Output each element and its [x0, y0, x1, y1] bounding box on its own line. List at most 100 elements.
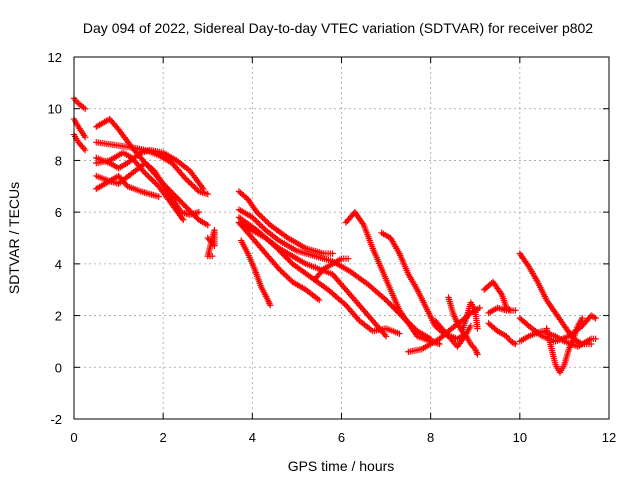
data-point [341, 300, 348, 308]
data-point [194, 186, 201, 194]
data-point [277, 267, 284, 274]
data-point [344, 255, 352, 262]
y-tick-label: 6 [55, 205, 62, 220]
data-point [176, 197, 183, 204]
data-point [259, 224, 266, 231]
data-point [249, 214, 256, 221]
axis-ticks: 0 2 4 6 8 10 12 -2 0 2 4 6 8 10 12 [48, 50, 617, 445]
data-point [152, 180, 159, 187]
data-point [173, 194, 181, 201]
data-point [396, 330, 403, 337]
data-point [382, 333, 390, 340]
data-point [81, 133, 89, 141]
data-point [283, 273, 290, 280]
series-arc-p [237, 237, 274, 309]
data-point [185, 178, 192, 185]
x-tick-label: 0 [70, 430, 77, 445]
data-point [258, 213, 265, 220]
data-point [476, 304, 483, 312]
series-arc-v [445, 294, 481, 335]
x-tick-label: 6 [338, 430, 345, 445]
series-arc-j [204, 227, 218, 260]
series-arc-ad [543, 314, 586, 376]
data-point [182, 175, 189, 182]
data-point [256, 211, 263, 219]
series-arc-k [235, 188, 336, 257]
data-point [258, 222, 265, 230]
data-point [579, 314, 586, 322]
data-point [590, 314, 598, 321]
data-point [146, 174, 153, 181]
data-point [278, 268, 286, 276]
y-tick-label: -2 [50, 412, 62, 427]
data-point [284, 274, 292, 281]
series-arc-u [431, 317, 474, 350]
data-point [81, 105, 89, 112]
data-point [189, 182, 197, 189]
data-point [259, 214, 266, 222]
data-point [384, 298, 391, 305]
y-tick-label: 2 [55, 309, 62, 324]
series-arc-w [458, 327, 481, 358]
data-point [592, 314, 599, 322]
data-point [263, 218, 271, 226]
data-point [143, 171, 151, 178]
y-tick-label: 4 [55, 257, 62, 272]
series-arc-g [93, 149, 187, 224]
data-point [188, 181, 195, 188]
series-arc-y [485, 320, 519, 348]
x-axis-label: GPS time / hours [288, 458, 395, 474]
data-point [183, 204, 190, 211]
data-point [467, 322, 474, 330]
data-point [474, 325, 481, 332]
grid [74, 57, 609, 419]
data-point [512, 307, 519, 314]
data-point [186, 206, 193, 214]
x-tick-label: 12 [602, 430, 616, 445]
data-point [255, 219, 262, 227]
y-tick-label: 8 [55, 153, 62, 168]
data-point [204, 221, 211, 229]
data-point [275, 265, 283, 273]
data-point [285, 256, 292, 263]
data-point [280, 270, 287, 277]
series-arc-n [235, 219, 323, 304]
data-point [180, 216, 187, 224]
data-marks [70, 95, 599, 376]
data-point [253, 208, 260, 216]
data-point [492, 326, 500, 333]
series-arc-aa [516, 250, 595, 348]
data-point [448, 336, 455, 344]
chart-title: Day 094 of 2022, Sidereal Day-to-day VTE… [83, 20, 593, 36]
data-point [204, 190, 211, 198]
data-point [142, 170, 149, 177]
series-arc-z [485, 304, 519, 317]
data-point [183, 176, 191, 184]
data-point [316, 296, 323, 304]
data-point [266, 302, 274, 309]
data-point [209, 252, 216, 260]
data-point [474, 351, 481, 358]
data-point [261, 216, 268, 223]
y-tick-label: 0 [55, 360, 62, 375]
series-arc-b [70, 115, 89, 141]
y-tick-label: 10 [48, 102, 62, 117]
data-point [386, 301, 394, 308]
data-point [388, 302, 395, 309]
data-point [179, 199, 186, 207]
data-point [253, 218, 260, 225]
plot-frame [73, 56, 610, 420]
y-tick-label: 12 [48, 50, 62, 65]
data-point [155, 193, 162, 200]
x-tick-label: 8 [427, 430, 434, 445]
data-point [175, 195, 182, 203]
data-point [385, 299, 393, 307]
data-point [149, 177, 156, 184]
data-point [151, 178, 158, 186]
data-point [145, 173, 152, 180]
data-point [256, 221, 263, 228]
data-point [592, 335, 599, 343]
y-axis-label: SDTVAR / TECUs [6, 182, 22, 294]
data-point [192, 213, 200, 221]
